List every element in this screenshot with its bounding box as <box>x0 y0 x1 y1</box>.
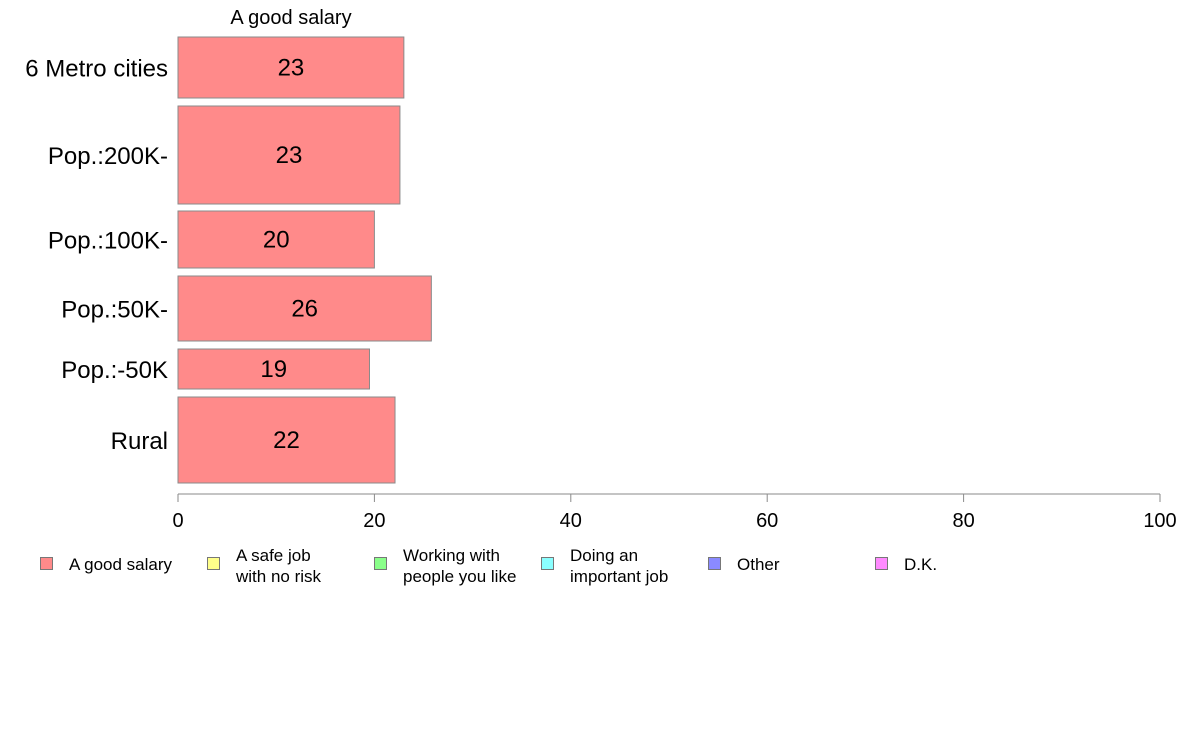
legend: A good salary A safe job with no risk Work… <box>40 545 1140 595</box>
bar <box>177 275 432 342</box>
legend-item: D.K. <box>875 545 937 575</box>
category-labels: 6 Metro cities Pop.:200K- Pop.:100K- Pop.:5… <box>25 56 168 456</box>
legend-swatch <box>40 557 53 570</box>
legend-label: Other <box>737 555 780 574</box>
bar-value-label: 26 <box>291 296 318 323</box>
bar-chart: A good salary 23 23 20 26 19 22 6 Metro citie… <box>25 7 1177 532</box>
bar-value-label: 20 <box>263 227 290 254</box>
x-tick-label: 100 <box>1143 510 1176 532</box>
bar-value-label: 23 <box>278 55 305 82</box>
category-label: Pop.:-50K <box>61 357 168 384</box>
bar <box>177 396 396 484</box>
x-tick-label: 20 <box>363 510 385 532</box>
legend-swatch <box>541 557 554 570</box>
chart-title: A good salary <box>230 7 351 29</box>
bar-value-label: 19 <box>260 356 287 383</box>
bar <box>177 105 401 205</box>
bar-value-label: 22 <box>273 427 300 454</box>
legend-label: A good salary <box>69 555 173 574</box>
legend-swatch <box>374 557 387 570</box>
category-label: Pop.:100K- <box>48 228 168 255</box>
bar <box>177 210 375 269</box>
legend-label: Working with people you like <box>403 546 517 586</box>
x-tick-label: 80 <box>952 510 974 532</box>
category-label: Pop.:50K- <box>61 297 168 324</box>
legend-item: Working with people you like <box>374 545 516 587</box>
legend-label: A safe job with no risk <box>236 546 322 586</box>
category-label: Rural <box>111 428 168 455</box>
category-label: 6 Metro cities <box>25 56 168 83</box>
legend-item: A safe job with no risk <box>207 545 321 587</box>
category-label: Pop.:200K- <box>48 143 168 170</box>
x-axis: 0 20 40 60 80 100 <box>172 493 1177 532</box>
legend-label: D.K. <box>904 555 938 574</box>
x-tick-label: 0 <box>172 510 183 532</box>
legend-label: Doing an important job <box>570 546 669 586</box>
bar-value-label: 23 <box>276 142 303 169</box>
legend-swatch <box>708 557 721 570</box>
legend-item: A good salary <box>40 545 172 575</box>
bar <box>177 36 405 99</box>
legend-swatch <box>207 557 220 570</box>
legend-item: Doing an important job <box>541 545 668 587</box>
bars-group: 23 23 20 26 19 22 <box>177 36 432 484</box>
legend-item: Other <box>708 545 780 575</box>
x-tick-label: 40 <box>560 510 582 532</box>
x-tick-label: 60 <box>756 510 778 532</box>
legend-swatch <box>875 557 888 570</box>
bar <box>177 348 370 390</box>
